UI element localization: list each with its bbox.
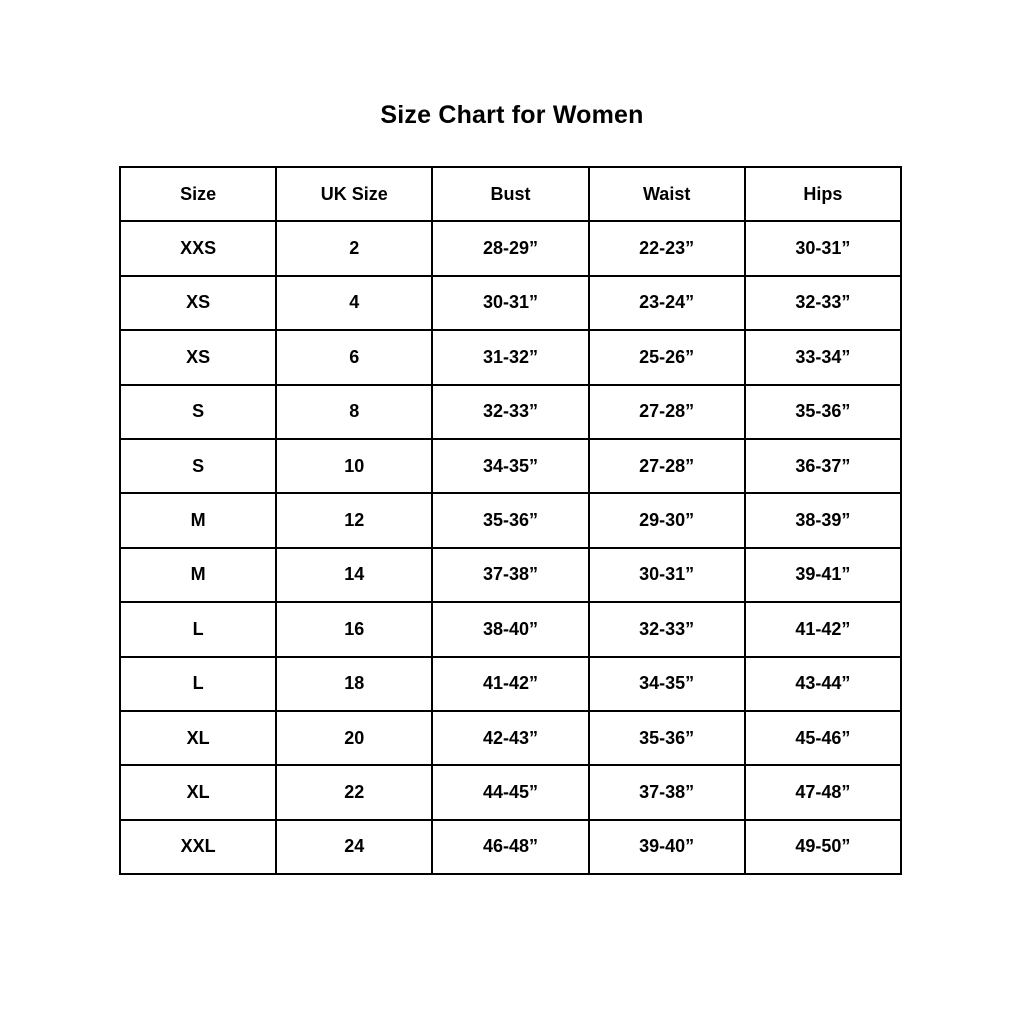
cell-size: L: [118, 601, 278, 658]
cell-bust: 35-36”: [431, 492, 590, 549]
cell-hips: 36-37”: [743, 437, 902, 495]
cell-bust: 30-31”: [431, 274, 590, 332]
table-row: M 12 35-36” 29-30” 38-39”: [118, 492, 902, 549]
cell-size: S: [118, 437, 278, 495]
page-title: Size Chart for Women: [380, 101, 644, 129]
cell-hips: 32-33”: [743, 274, 902, 332]
cell-uk-size: 2: [275, 220, 434, 277]
cell-waist: 30-31”: [587, 546, 746, 604]
table-body: XXS 2 28-29” 22-23” 30-31” XS 4 30-31” 2…: [118, 220, 902, 876]
column-header-bust: Bust: [431, 165, 590, 223]
cell-waist: 34-35”: [587, 655, 746, 712]
table-row: L 16 38-40” 32-33” 41-42”: [118, 601, 902, 658]
size-chart-table: Size UK Size Bust Waist Hips XXS 2 28-29…: [118, 165, 902, 876]
cell-bust: 44-45”: [431, 764, 590, 821]
table-header: Size UK Size Bust Waist Hips: [118, 165, 902, 223]
column-header-uk-size: UK Size: [275, 165, 434, 223]
size-chart-table-container: Size UK Size Bust Waist Hips XXS 2 28-29…: [118, 165, 902, 876]
cell-size: M: [118, 492, 278, 549]
cell-size: L: [118, 655, 278, 712]
cell-uk-size: 14: [275, 546, 434, 604]
cell-hips: 45-46”: [743, 709, 902, 767]
cell-uk-size: 22: [275, 764, 434, 821]
table-row: S 8 32-33” 27-28” 35-36”: [118, 383, 902, 440]
cell-bust: 28-29”: [431, 220, 590, 277]
cell-size: XS: [118, 274, 278, 332]
table-row: S 10 34-35” 27-28” 36-37”: [118, 437, 902, 495]
cell-size: S: [118, 383, 278, 440]
cell-waist: 29-30”: [587, 492, 746, 549]
cell-waist: 37-38”: [587, 764, 746, 821]
cell-bust: 41-42”: [431, 655, 590, 712]
cell-bust: 37-38”: [431, 546, 590, 604]
cell-bust: 38-40”: [431, 601, 590, 658]
cell-uk-size: 6: [275, 329, 434, 386]
cell-uk-size: 24: [275, 818, 434, 876]
cell-uk-size: 4: [275, 274, 434, 332]
cell-hips: 33-34”: [743, 329, 902, 386]
cell-hips: 35-36”: [743, 383, 902, 440]
cell-bust: 32-33”: [431, 383, 590, 440]
table-row: M 14 37-38” 30-31” 39-41”: [118, 546, 902, 604]
cell-hips: 47-48”: [743, 764, 902, 821]
table-row: XS 6 31-32” 25-26” 33-34”: [118, 329, 902, 386]
table-row: XXS 2 28-29” 22-23” 30-31”: [118, 220, 902, 277]
table-row: XS 4 30-31” 23-24” 32-33”: [118, 274, 902, 332]
column-header-size: Size: [118, 165, 278, 223]
cell-bust: 46-48”: [431, 818, 590, 876]
cell-hips: 41-42”: [743, 601, 902, 658]
column-header-waist: Waist: [587, 165, 746, 223]
cell-size: XXL: [118, 818, 278, 876]
cell-size: M: [118, 546, 278, 604]
cell-waist: 32-33”: [587, 601, 746, 658]
table-row: XL 22 44-45” 37-38” 47-48”: [118, 764, 902, 821]
cell-uk-size: 12: [275, 492, 434, 549]
cell-uk-size: 16: [275, 601, 434, 658]
cell-hips: 39-41”: [743, 546, 902, 604]
column-header-hips: Hips: [743, 165, 902, 223]
table-header-row: Size UK Size Bust Waist Hips: [118, 165, 902, 223]
cell-waist: 23-24”: [587, 274, 746, 332]
cell-waist: 35-36”: [587, 709, 746, 767]
table-row: XL 20 42-43” 35-36” 45-46”: [118, 709, 902, 767]
cell-uk-size: 20: [275, 709, 434, 767]
cell-uk-size: 10: [275, 437, 434, 495]
cell-hips: 30-31”: [743, 220, 902, 277]
cell-bust: 31-32”: [431, 329, 590, 386]
cell-hips: 43-44”: [743, 655, 902, 712]
cell-waist: 27-28”: [587, 383, 746, 440]
cell-hips: 49-50”: [743, 818, 902, 876]
cell-size: XS: [118, 329, 278, 386]
cell-bust: 34-35”: [431, 437, 590, 495]
table-row: XXL 24 46-48” 39-40” 49-50”: [118, 818, 902, 876]
cell-waist: 39-40”: [587, 818, 746, 876]
cell-waist: 25-26”: [587, 329, 746, 386]
cell-size: XXS: [118, 220, 278, 277]
cell-waist: 27-28”: [587, 437, 746, 495]
cell-uk-size: 18: [275, 655, 434, 712]
cell-size: XL: [118, 764, 278, 821]
cell-waist: 22-23”: [587, 220, 746, 277]
cell-hips: 38-39”: [743, 492, 902, 549]
table-row: L 18 41-42” 34-35” 43-44”: [118, 655, 902, 712]
cell-size: XL: [118, 709, 278, 767]
cell-uk-size: 8: [275, 383, 434, 440]
cell-bust: 42-43”: [431, 709, 590, 767]
